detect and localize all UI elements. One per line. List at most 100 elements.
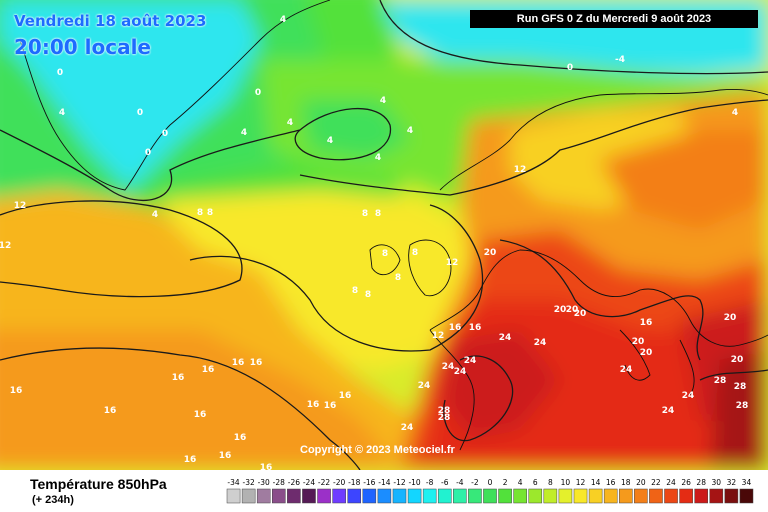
scale-tick-label: 0 [488,478,493,487]
isotherm-value-label: 16 [260,463,273,470]
isotherm-value-label: 16 [339,391,352,401]
scale-tick-label: 10 [561,478,571,487]
scale-swatch [513,488,527,504]
isotherm-value-label: 24 [442,362,455,372]
scale-swatch [392,488,407,504]
scale-tick-label: -10 [408,478,420,487]
copyright-text: Copyright © 2023 Meteociel.fr [300,444,455,456]
isotherm-value-label: 8 [395,273,401,283]
scale-swatch [362,488,377,504]
scale-swatch [558,488,573,504]
scale-tick-label: 32 [727,478,737,487]
scale-swatch [453,488,467,504]
scale-swatch [498,488,512,504]
scale-tick-label: 30 [712,478,722,487]
isotherm-value-label: 4 [59,108,65,118]
scale-tick-label: 28 [696,478,706,487]
isotherm-value-label: 20 [484,248,497,258]
run-info: Run GFS 0 Z du Mercredi 9 août 2023 [470,10,758,28]
scale-swatch [422,488,437,504]
isotherm-value-label: 16 [172,373,185,383]
scale-tick-label: 26 [681,478,691,487]
scale-swatch [739,488,754,504]
legend-title: Température 850hPa [30,476,167,492]
isotherm-value-label: 4 [380,96,386,106]
isotherm-lines [0,0,768,470]
isotherm-value-label: 12 [0,241,11,251]
scale-tick-label: 20 [636,478,646,487]
scale-tick-label: 24 [666,478,676,487]
isotherm-value-label: 16 [10,386,23,396]
scale-swatch [724,488,739,504]
scale-swatch [468,488,482,504]
scale-tick-label: 16 [606,478,616,487]
scale-swatch [709,488,724,504]
scale-tick-label: -18 [348,478,360,487]
scale-swatch [302,488,316,504]
scale-swatch [573,488,588,504]
scale-tick-label: 14 [591,478,601,487]
scale-swatch [256,488,271,504]
isotherm-value-label: 4 [327,136,333,146]
scale-tick-label: 18 [621,478,631,487]
scale-swatch [543,488,558,504]
isotherm-value-label: 24 [454,367,467,377]
scale-tick-label: -32 [243,478,255,487]
scale-tick-label: -8 [426,478,434,487]
isotherm-value-label: -4 [615,55,625,65]
scale-tick-label: -20 [333,478,345,487]
scale-swatch [649,488,663,504]
isotherm-value-label: 0 [162,129,168,139]
scale-swatch [347,488,362,504]
isotherm-value-label: 8 [375,209,381,219]
scale-swatch [272,488,286,504]
scale-swatch [483,488,497,504]
isotherm-value-label: 0 [255,88,261,98]
isotherm-value-label: 16 [202,365,215,375]
isotherm-value-label: 8 [382,249,388,259]
scale-tick-label: -34 [227,478,239,487]
scale-tick-label: 6 [533,478,538,487]
scale-tick-label: -12 [393,478,405,487]
scale-swatch [634,488,648,504]
isotherm-value-label: 4 [280,15,286,25]
isotherm-value-label: 16 [234,433,247,443]
isotherm-value-label: 20 [574,309,587,319]
scale-swatch [588,488,603,504]
scale-tick-label: -30 [258,478,270,487]
scale-tick-label: -26 [288,478,300,487]
scale-swatch [694,488,708,504]
isotherm-value-label: 0 [567,63,573,73]
isotherm-value-label: 4 [241,128,247,138]
isotherm-value-label: 28 [736,401,749,411]
scale-swatch [287,488,301,504]
isotherm-value-label: 24 [662,406,675,416]
isotherm-value-label: 4 [375,153,381,163]
scale-swatch [317,488,331,504]
scale-swatch [226,488,241,504]
scale-swatch [664,488,678,504]
scale-swatch [407,488,422,504]
scale-swatch [241,488,256,504]
isotherm-value-label: 8 [365,290,371,300]
scale-swatch [618,488,633,504]
scale-swatch [528,488,543,504]
scale-tick-label: -14 [378,478,390,487]
isotherm-value-label: 8 [412,248,418,258]
isotherm-value-label: 8 [362,209,368,219]
isotherm-value-label: 16 [469,323,482,333]
forecast-time: 20:00 locale [14,35,151,59]
isotherm-value-label: 24 [534,338,547,348]
isotherm-value-label: 16 [184,455,197,465]
scale-swatch [679,488,693,504]
isotherm-value-label: 4 [407,126,413,136]
scale-tick-label: 8 [548,478,553,487]
isotherm-value-label: 16 [250,358,263,368]
isotherm-value-label: 24 [499,333,512,343]
isotherm-value-label: 16 [219,451,232,461]
scale-tick-label: 34 [742,478,752,487]
isotherm-value-label: 16 [232,358,245,368]
scale-tick-label: 4 [518,478,523,487]
scale-tick-label: -28 [273,478,285,487]
scale-tick-label: 2 [503,478,508,487]
